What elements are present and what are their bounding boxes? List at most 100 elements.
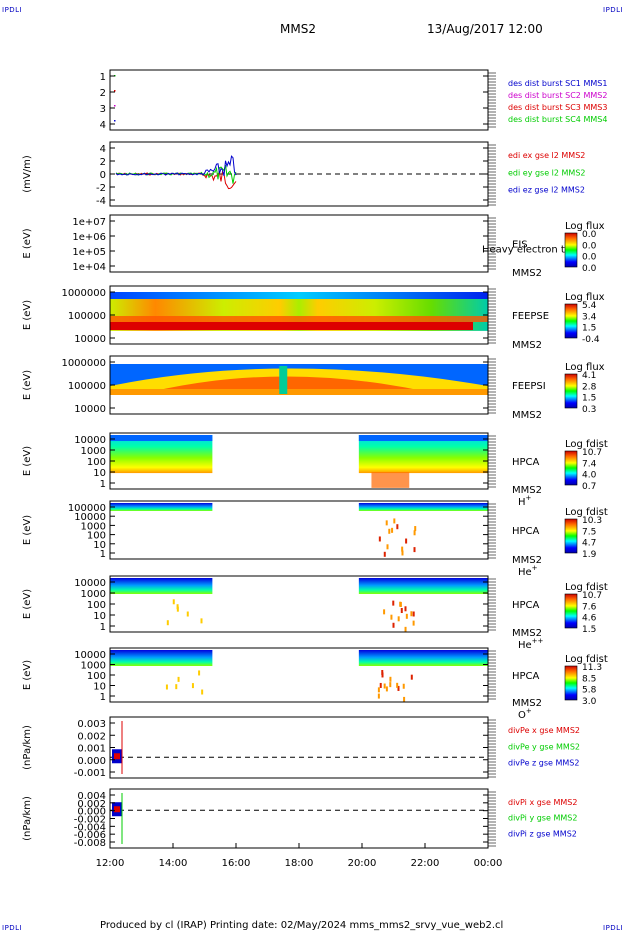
- heatmap-speck: [383, 609, 386, 615]
- panel-plot-area: [110, 435, 488, 488]
- heatmap-speck: [410, 611, 413, 617]
- y-axis-label: E (eV): [22, 370, 33, 400]
- colorbar-tick-label: 1.5: [582, 324, 596, 334]
- heatmap-speck: [200, 618, 203, 624]
- legend-entry: des dist burst SC3 MMS3: [508, 103, 607, 112]
- y-tick-label: 1: [100, 622, 106, 633]
- heatmap-speck: [401, 550, 404, 556]
- y-tick-label: 0.002: [77, 799, 106, 810]
- instrument-label: HPCA: [512, 671, 540, 682]
- species-label: He++: [518, 637, 544, 651]
- y-tick-label: -0.002: [74, 815, 106, 826]
- legend-entry: edi ey gse l2 MMS2: [508, 168, 586, 177]
- overlay-text: Heavy electron to: [482, 245, 571, 256]
- colorbar-tick-label: 4.0: [582, 471, 597, 481]
- colorbar-tick-label: 0.7: [582, 482, 596, 492]
- data-point: [114, 105, 116, 107]
- heatmap-block: [358, 435, 488, 474]
- y-tick-label: 100000: [68, 503, 106, 514]
- y-tick-label: 4: [100, 120, 106, 131]
- legend-entry: edi ex gse l2 MMS2: [508, 151, 585, 160]
- y-tick-label: 0: [100, 170, 106, 181]
- colorbar-tick-label: 1.5: [582, 394, 596, 404]
- colorbar-tick-label: 4.1: [582, 371, 596, 381]
- heatmap-speck: [405, 613, 408, 619]
- species-label: H+: [518, 494, 532, 508]
- colorbar: [564, 232, 578, 268]
- footer-credit: Produced by cl (IRAP) Printing date: 02/…: [100, 920, 504, 931]
- heatmap-block: [358, 503, 488, 511]
- heatmap-band: [110, 322, 473, 330]
- y-tick-label: 0.000: [77, 756, 106, 767]
- heatmap-speck: [172, 599, 175, 605]
- heatmap-speck: [186, 611, 189, 617]
- heatmap-band: [110, 316, 488, 322]
- panel-plot-area: [110, 721, 488, 774]
- panel-plot-area: [110, 793, 488, 844]
- y-axis-label: E (eV): [22, 300, 33, 330]
- colorbar: [564, 665, 578, 701]
- colorbar-tick-label: 10.7: [582, 448, 602, 458]
- heatmap-speck: [175, 684, 178, 690]
- corner-label-bottom-left: IPDLI: [2, 924, 23, 932]
- colorbar-tick-label: 10.3: [582, 516, 602, 526]
- colorbar-tick-label: 10.7: [582, 591, 602, 601]
- y-tick-label: -0.004: [74, 822, 106, 833]
- legend-entry: des dist burst SC4 MMS4: [508, 115, 607, 124]
- spacecraft-label: MMS2: [512, 340, 542, 351]
- colorbar-tick-label: 7.4: [582, 459, 597, 469]
- heatmap-speck: [397, 685, 400, 691]
- y-tick-label: -4: [96, 196, 106, 207]
- y-tick-label: 1e+07: [72, 217, 106, 228]
- panel-edi: 4 2 0 -2 -4 (mV/m) edi ex gse l2 MMS2 edi ey gs…: [22, 141, 586, 207]
- y-tick-label: 100: [87, 671, 106, 682]
- heatmap-speck: [396, 524, 399, 530]
- y-tick-label: 1000: [81, 589, 106, 600]
- data-point: [114, 120, 116, 122]
- instrument-label: EIS: [512, 240, 528, 251]
- colorbar-title: Log flux: [565, 362, 605, 373]
- y-tick-label: 100: [87, 457, 106, 468]
- y-tick-label: 10000: [74, 512, 106, 523]
- x-tick-label: 20:00: [348, 858, 377, 869]
- y-axis-label: (nPa/km): [22, 725, 33, 770]
- colorbar: [564, 518, 578, 554]
- y-tick-label: 10: [93, 540, 106, 551]
- legend-entry: divPe z gse MMS2: [508, 759, 579, 768]
- y-tick-label: 0.002: [77, 731, 106, 742]
- colorbar: [564, 373, 578, 409]
- colorbar: [564, 450, 578, 486]
- y-tick-label: 10: [93, 468, 106, 479]
- y-tick-label: 1000: [81, 661, 106, 672]
- heatmap-speck: [166, 620, 169, 626]
- colorbar: [564, 303, 578, 339]
- colorbar-title: Log fdist: [565, 439, 608, 450]
- panel-plot-area: [110, 650, 488, 702]
- heatmap-speck: [413, 547, 416, 553]
- y-tick-label: 2: [100, 157, 106, 168]
- legend-entry: divPe y gse MMS2: [508, 742, 580, 751]
- species-label: He+: [518, 564, 538, 578]
- heatmap-speck: [413, 530, 416, 536]
- panel-frame: [109, 788, 489, 849]
- colorbar-tick-label: 8.5: [582, 674, 596, 684]
- y-tick-label: 1: [100, 549, 106, 560]
- corner-label-bottom-right: IPDLI: [603, 924, 624, 932]
- heatmap-speck: [393, 518, 396, 524]
- y-axis-label: E (eV): [22, 228, 33, 258]
- heatmap-speck: [412, 620, 415, 626]
- y-tick-label: 100: [87, 531, 106, 542]
- colorbar-tick-label: 0.3: [582, 405, 596, 415]
- y-axis-label: E (eV): [22, 660, 33, 690]
- legend-entry: edi ez gse l2 MMS2: [508, 186, 585, 195]
- heatmap-speck: [402, 683, 405, 689]
- heatmap-speck: [176, 606, 179, 612]
- heatmap-speck: [414, 526, 417, 532]
- corner-label-top-left: IPDLI: [2, 6, 23, 14]
- heatmap-speck: [397, 616, 400, 622]
- panel-feeps-e: 1000000 100000 10000 E (eV) FEEPSE MMS2 Log fl…: [22, 285, 605, 351]
- heatmap-speck: [403, 696, 406, 702]
